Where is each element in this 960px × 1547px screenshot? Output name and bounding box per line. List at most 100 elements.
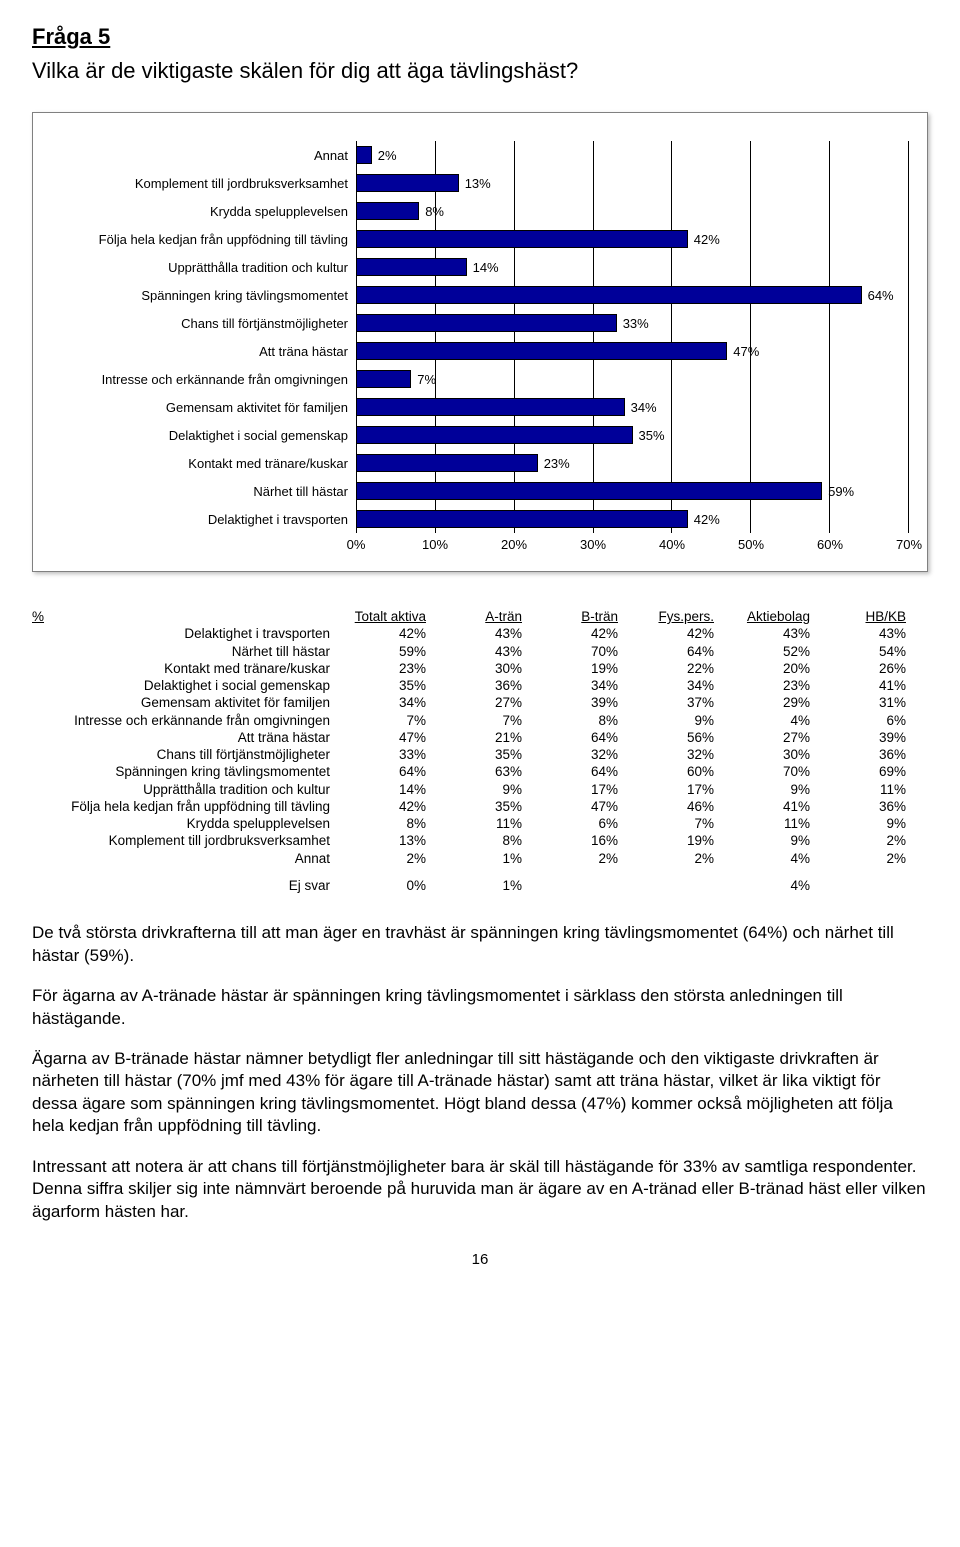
table-row: Annat2%1%2%2%4%2% bbox=[32, 850, 928, 867]
table-cell: 41% bbox=[718, 798, 814, 815]
table-row-label: Delaktighet i social gemenskap bbox=[32, 677, 334, 694]
table-cell: 64% bbox=[526, 729, 622, 746]
category-label: Chans till förtjänstmöjligheter bbox=[51, 316, 356, 331]
table-row-label: Delaktighet i travsporten bbox=[32, 625, 334, 642]
bar-value: 13% bbox=[465, 176, 491, 191]
table-cell: 8% bbox=[334, 815, 430, 832]
bar bbox=[356, 146, 372, 164]
chart-row: Att träna hästar 47% bbox=[51, 337, 909, 365]
table-row-label: Upprätthålla tradition och kultur bbox=[32, 781, 334, 798]
bar bbox=[356, 482, 822, 500]
bar bbox=[356, 202, 419, 220]
table-row: Följa hela kedjan från uppfödning till t… bbox=[32, 798, 928, 815]
bar-value: 14% bbox=[473, 260, 499, 275]
table-cell: 19% bbox=[526, 660, 622, 677]
bar bbox=[356, 174, 459, 192]
table-cell: 4% bbox=[718, 877, 814, 894]
table-cell: 32% bbox=[526, 746, 622, 763]
table-row: Delaktighet i travsporten42%43%42%42%43%… bbox=[32, 625, 928, 642]
table-cell: 34% bbox=[622, 677, 718, 694]
table-cell: 52% bbox=[718, 643, 814, 660]
axis-tick: 10% bbox=[422, 537, 448, 552]
table-cell: 43% bbox=[718, 625, 814, 642]
table-row-label: Följa hela kedjan från uppfödning till t… bbox=[32, 798, 334, 815]
chart-row: Följa hela kedjan från uppfödning till t… bbox=[51, 225, 909, 253]
category-label: Intresse och erkännande från omgivningen bbox=[51, 372, 356, 387]
chart-row: Chans till förtjänstmöjligheter33% bbox=[51, 309, 909, 337]
table-cell: 56% bbox=[622, 729, 718, 746]
category-label: Gemensam aktivitet för familjen bbox=[51, 400, 356, 415]
table-cell: 16% bbox=[526, 832, 622, 849]
table-cell: 70% bbox=[526, 643, 622, 660]
bar-value: 47% bbox=[733, 344, 759, 359]
table-cell: 42% bbox=[334, 625, 430, 642]
table-cell: 22% bbox=[622, 660, 718, 677]
bar-value: 59% bbox=[828, 484, 854, 499]
axis-tick: 20% bbox=[501, 537, 527, 552]
bar bbox=[356, 454, 538, 472]
table-cell: 9% bbox=[430, 781, 526, 798]
table-cell: 1% bbox=[430, 850, 526, 867]
paragraph: För ägarna av A-tränade hästar är spänni… bbox=[32, 985, 928, 1030]
table-row: Chans till förtjänstmöjligheter33%35%32%… bbox=[32, 746, 928, 763]
axis-tick: 70% bbox=[896, 537, 922, 552]
table-row-label: Spänningen kring tävlingsmomentet bbox=[32, 763, 334, 780]
category-label: Närhet till hästar bbox=[51, 484, 356, 499]
category-label: Följa hela kedjan från uppfödning till t… bbox=[51, 232, 356, 247]
chart-row: Kontakt med tränare/kuskar23% bbox=[51, 449, 909, 477]
table-cell: 17% bbox=[622, 781, 718, 798]
table-cell: 35% bbox=[430, 746, 526, 763]
table-header-cell: % bbox=[32, 608, 334, 625]
chart-row: Gemensam aktivitet för familjen34% bbox=[51, 393, 909, 421]
table-cell: 36% bbox=[814, 746, 910, 763]
category-label: Spänningen kring tävlingsmomentet bbox=[51, 288, 356, 303]
table-cell: 1% bbox=[430, 877, 526, 894]
category-label: Annat bbox=[51, 148, 356, 163]
table-cell: 17% bbox=[526, 781, 622, 798]
table-cell: 33% bbox=[334, 746, 430, 763]
table-cell: 42% bbox=[334, 798, 430, 815]
axis-tick: 60% bbox=[817, 537, 843, 552]
table-cell bbox=[622, 877, 718, 894]
table-cell: 59% bbox=[334, 643, 430, 660]
table-header-cell: A-trän bbox=[430, 608, 526, 625]
body-text: De två största drivkrafterna till att ma… bbox=[32, 922, 928, 1223]
axis-tick: 30% bbox=[580, 537, 606, 552]
bar bbox=[356, 314, 617, 332]
table-cell: 64% bbox=[526, 763, 622, 780]
bar bbox=[356, 510, 688, 528]
table-cell: 14% bbox=[334, 781, 430, 798]
table-cell: 13% bbox=[334, 832, 430, 849]
table-cell: 35% bbox=[334, 677, 430, 694]
bar-value: 7% bbox=[417, 372, 436, 387]
table-row-label: Kontakt med tränare/kuskar bbox=[32, 660, 334, 677]
table-cell: 7% bbox=[430, 712, 526, 729]
table-cell: 64% bbox=[622, 643, 718, 660]
table-cell: 34% bbox=[526, 677, 622, 694]
chart-row: Delaktighet i social gemenskap35% bbox=[51, 421, 909, 449]
table-cell: 29% bbox=[718, 694, 814, 711]
paragraph: Intressant att notera är att chans till … bbox=[32, 1156, 928, 1223]
bar bbox=[356, 286, 862, 304]
table-cell: 36% bbox=[814, 798, 910, 815]
table-cell: 47% bbox=[526, 798, 622, 815]
bar-value: 2% bbox=[378, 148, 397, 163]
table-cell: 27% bbox=[718, 729, 814, 746]
question-text: Vilka är de viktigaste skälen för dig at… bbox=[32, 58, 928, 84]
bar bbox=[356, 342, 727, 360]
table-cell: 43% bbox=[430, 643, 526, 660]
table-cell: 39% bbox=[526, 694, 622, 711]
axis-tick: 40% bbox=[659, 537, 685, 552]
question-label: Fråga 5 bbox=[32, 24, 928, 50]
category-label: Delaktighet i social gemenskap bbox=[51, 428, 356, 443]
table-cell: 2% bbox=[814, 850, 910, 867]
bar-value: 23% bbox=[544, 456, 570, 471]
table-row: Kontakt med tränare/kuskar23%30%19%22%20… bbox=[32, 660, 928, 677]
table-row-label: Närhet till hästar bbox=[32, 643, 334, 660]
table-cell: 23% bbox=[334, 660, 430, 677]
table-row-label: Annat bbox=[32, 850, 334, 867]
x-axis: 0%10%20%30%40%50%60%70% bbox=[51, 537, 909, 561]
chart-row: Krydda spelupplevelsen8% bbox=[51, 197, 909, 225]
category-label: Att träna hästar bbox=[51, 344, 356, 359]
bar bbox=[356, 370, 411, 388]
